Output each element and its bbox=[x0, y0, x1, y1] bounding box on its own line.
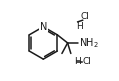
Text: Cl: Cl bbox=[82, 57, 91, 66]
Text: H: H bbox=[76, 22, 82, 31]
Text: H: H bbox=[74, 57, 81, 66]
Text: NH$_2$: NH$_2$ bbox=[79, 36, 99, 50]
Text: N: N bbox=[40, 22, 47, 32]
Text: Cl: Cl bbox=[81, 12, 89, 21]
